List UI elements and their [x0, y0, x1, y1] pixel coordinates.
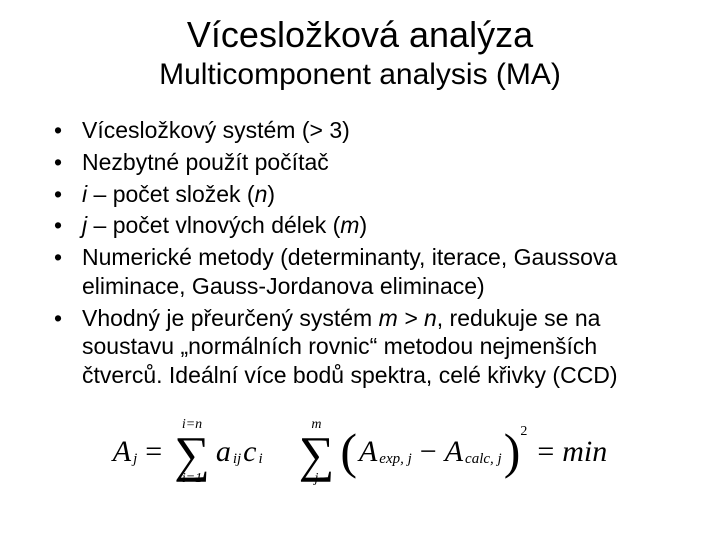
list-item: •Numerické metody (determinanty, iterace…	[50, 243, 680, 301]
eq-aexp: A	[359, 435, 377, 469]
eq-rhs: min	[562, 435, 607, 469]
bullet-dot: •	[50, 243, 82, 301]
eq-a-sub: ij	[233, 451, 241, 468]
list-item: •i – počet složek (n)	[50, 180, 680, 209]
sigma-2: m ∑ j	[299, 418, 335, 486]
list-item: •Nezbytné použít počítač	[50, 148, 680, 177]
list-item: •Vhodný je přeurčený systém m > n, reduk…	[50, 304, 680, 390]
eq-equals: =	[145, 435, 162, 469]
eq-c-sub: i	[258, 451, 262, 468]
bullet-text: Nezbytné použít počítač	[82, 148, 680, 177]
paren-left: (	[340, 434, 357, 469]
bullet-dot: •	[50, 148, 82, 177]
list-item: •Vícesložkový systém (> 3)	[50, 116, 680, 145]
sigma-icon: ∑	[299, 434, 335, 474]
slide: Vícesložková analýza Multicomponent anal…	[0, 0, 720, 540]
eq-minus: −	[420, 435, 437, 469]
bullet-text: Vícesložkový systém (> 3)	[82, 116, 680, 145]
eq-equals-2: =	[537, 435, 554, 469]
sigma-1: i=n ∑ i=1	[174, 418, 210, 486]
slide-title: Vícesložková analýza	[40, 14, 680, 56]
eq-power: 2	[520, 424, 527, 440]
eq-acalc: A	[445, 435, 463, 469]
slide-subtitle: Multicomponent analysis (MA)	[40, 58, 680, 92]
bullet-dot: •	[50, 180, 82, 209]
bullet-text: j – počet vlnových délek (m)	[82, 211, 680, 240]
eq-c: c	[243, 435, 256, 469]
bullet-text: Vhodný je přeurčený systém m > n, reduku…	[82, 304, 680, 390]
equation-block: Aj = i=n ∑ i=1 aij ci m ∑ j ( Aexp, j − …	[40, 418, 680, 486]
list-item: •j – počet vlnových délek (m)	[50, 211, 680, 240]
eq-lhs-sub: j	[133, 451, 137, 468]
bullet-list: •Vícesložkový systém (> 3) •Nezbytné pou…	[50, 116, 680, 390]
bullet-text: i – počet složek (n)	[82, 180, 680, 209]
eq-aexp-sub: exp, j	[379, 451, 411, 468]
eq-acalc-sub: calc, j	[465, 451, 502, 468]
bullet-dot: •	[50, 116, 82, 145]
sigma-icon: ∑	[174, 434, 210, 474]
bullet-text: Numerické metody (determinanty, iterace,…	[82, 243, 680, 301]
bullet-dot: •	[50, 211, 82, 240]
eq-a: a	[216, 435, 231, 469]
bullet-dot: •	[50, 304, 82, 390]
equation: Aj = i=n ∑ i=1 aij ci m ∑ j ( Aexp, j − …	[113, 418, 608, 486]
eq-lhs-var: A	[113, 435, 131, 469]
paren-right: )	[504, 434, 521, 469]
